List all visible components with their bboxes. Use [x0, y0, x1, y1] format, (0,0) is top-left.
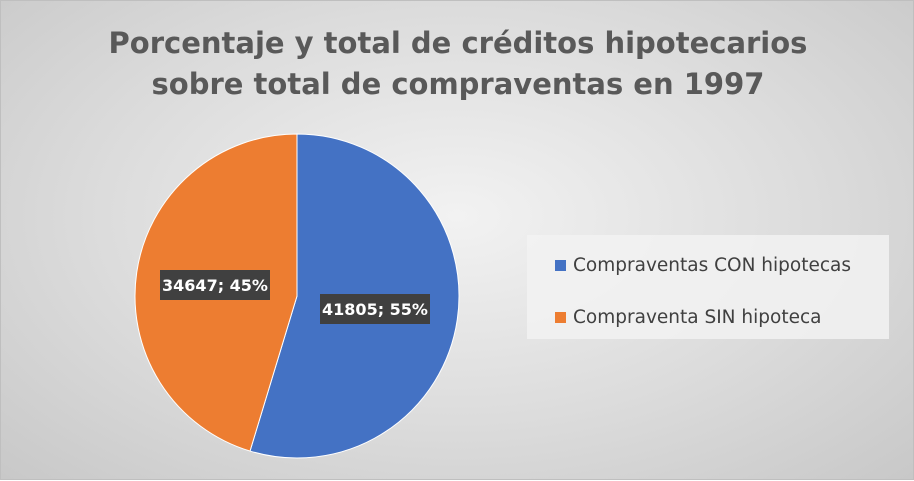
data-label: 34647; 45% — [160, 270, 270, 300]
legend-item-sin-hipoteca: Compraventa SIN hipoteca — [555, 304, 889, 330]
chart-title-line-2: sobre total de compraventas en 1997 — [151, 67, 765, 101]
legend: Compraventas CON hipotecas Compraventa S… — [527, 235, 889, 339]
legend-swatch — [555, 311, 566, 323]
legend-label: Compraventa SIN hipoteca — [573, 306, 822, 328]
chart-title-line-1: Porcentaje y total de créditos hipotecar… — [108, 26, 808, 60]
data-labels: 41805; 55% 34647; 45% — [160, 270, 430, 324]
data-label-text: 34647; 45% — [162, 276, 268, 295]
data-label-box — [160, 270, 270, 300]
legend-swatch — [555, 259, 566, 271]
legend-item-con-hipotecas: Compraventas CON hipotecas — [555, 252, 889, 278]
data-label: 41805; 55% — [320, 294, 430, 324]
data-label-text: 41805; 55% — [322, 300, 428, 319]
legend-label: Compraventas CON hipotecas — [573, 254, 852, 276]
data-label-box — [320, 294, 430, 324]
chart-title: Porcentaje y total de créditos hipotecar… — [1, 23, 914, 105]
